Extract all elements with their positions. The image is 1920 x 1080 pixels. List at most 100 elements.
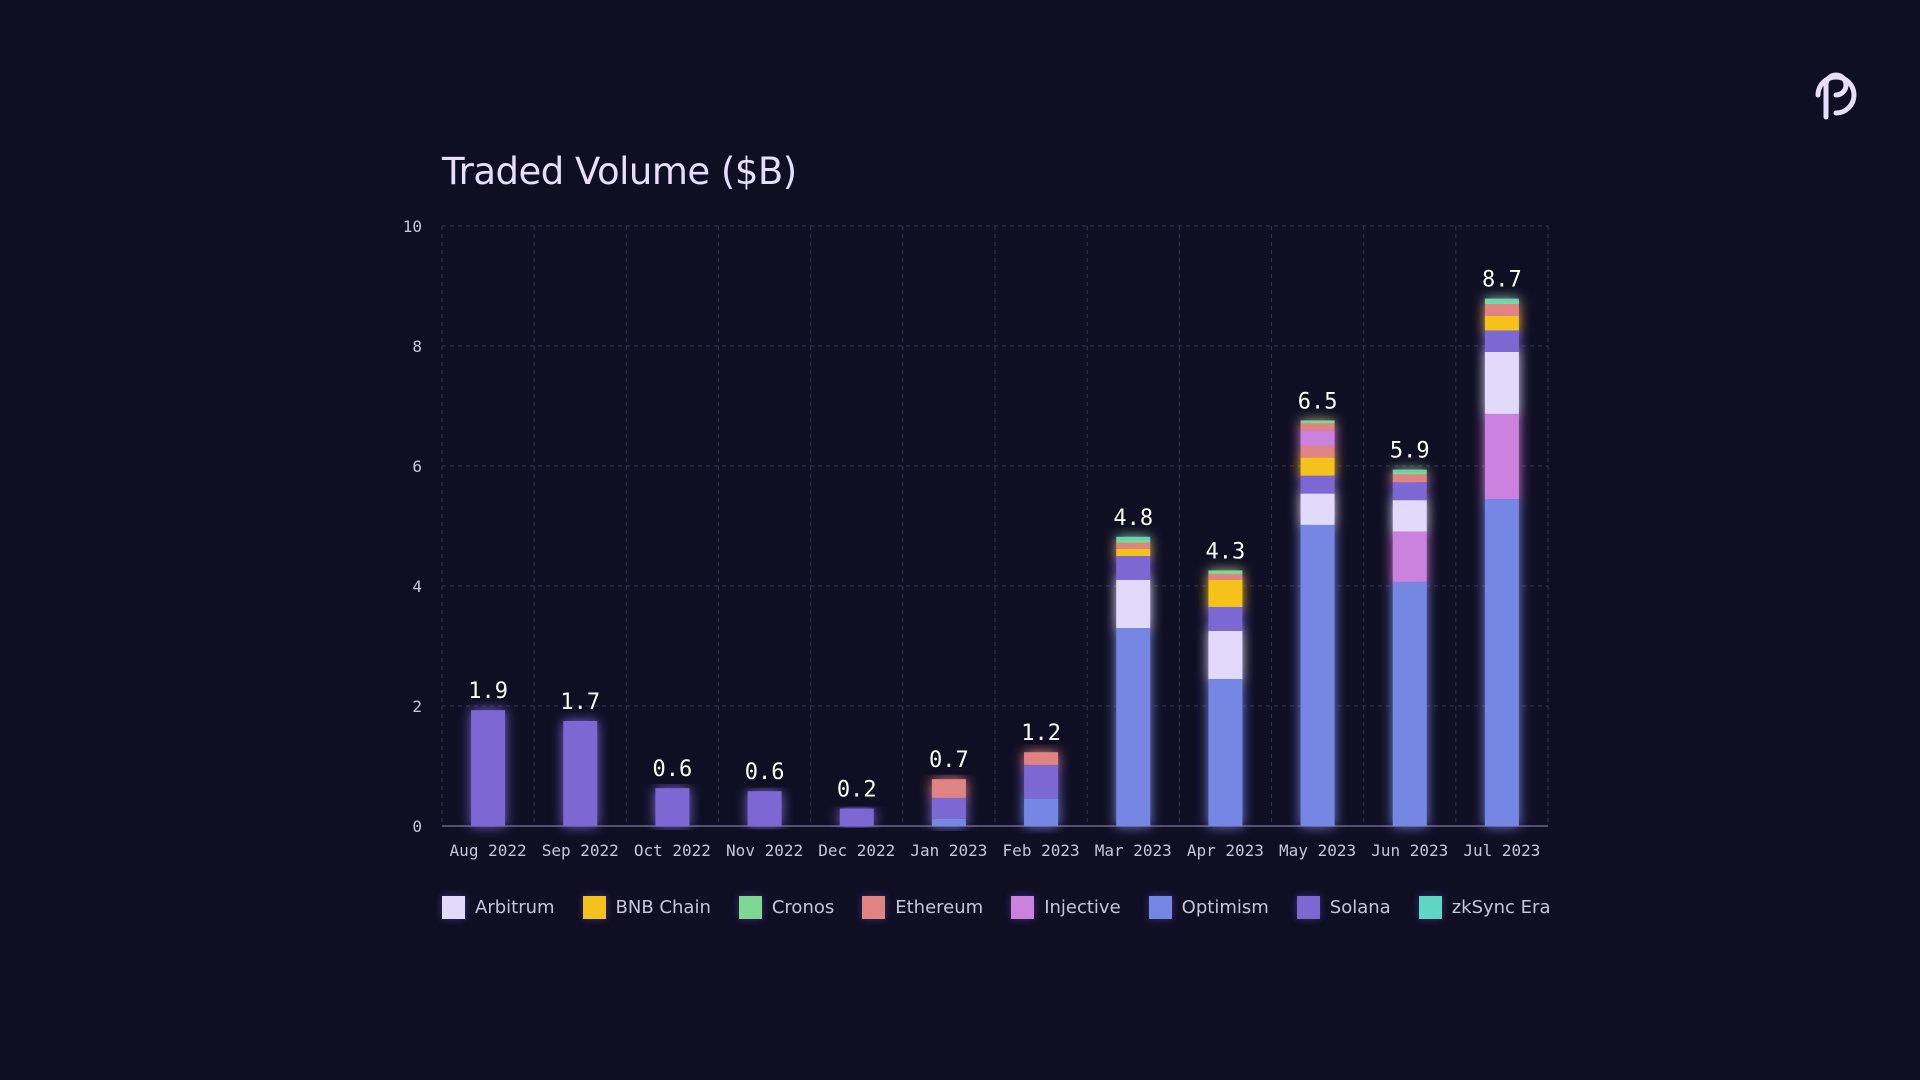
bar-segment <box>1208 570 1243 574</box>
bar-segment <box>1484 352 1519 414</box>
bar-segment <box>1484 499 1519 826</box>
bar-segment <box>1300 430 1335 446</box>
bar-segment <box>1392 469 1427 472</box>
legend-item: Injective <box>1011 895 1121 919</box>
bar-stack <box>931 779 966 826</box>
bar-segment <box>1300 457 1335 476</box>
bar-segment <box>655 788 690 826</box>
bar-segment <box>1392 482 1427 501</box>
legend-label: zkSync Era <box>1451 896 1551 918</box>
legend-swatch <box>1296 895 1320 919</box>
y-tick-label: 0 <box>412 817 422 836</box>
bar-segment <box>1484 304 1519 316</box>
legend-label: Optimism <box>1181 896 1269 918</box>
bar-stack <box>1300 420 1335 826</box>
bar-segment <box>1116 536 1151 540</box>
legend-label: Injective <box>1044 896 1121 918</box>
x-tick-label: Jul 2023 <box>1463 841 1540 860</box>
legend-item: Arbitrum <box>442 895 555 919</box>
bar-stack <box>1116 536 1151 826</box>
data-label: 0.7 <box>929 748 969 773</box>
chart-title: Traded Volume ($B) <box>442 150 797 193</box>
bar-segment <box>1300 445 1335 458</box>
bar-segment <box>1484 316 1519 331</box>
legend-item: zkSync Era <box>1418 895 1551 919</box>
y-tick-label: 8 <box>412 337 422 356</box>
bar-segment <box>1208 574 1243 580</box>
data-label: 4.8 <box>1113 506 1153 531</box>
bar-segment <box>1300 423 1335 431</box>
data-label: 8.7 <box>1482 268 1522 293</box>
bar-stack <box>839 808 874 826</box>
legend-swatch <box>582 895 606 919</box>
bar-segment <box>1024 799 1059 826</box>
bar-segment <box>563 721 598 826</box>
legend-label: Solana <box>1329 896 1391 918</box>
legend-swatch <box>738 895 762 919</box>
x-tick-label: Mar 2023 <box>1095 841 1172 860</box>
bar-segment <box>1392 581 1427 826</box>
y-tick-label: 2 <box>412 697 422 716</box>
legend-swatch <box>1148 895 1172 919</box>
bar-segment <box>1392 474 1427 483</box>
bar-stack <box>747 791 782 826</box>
x-tick-label: Oct 2022 <box>634 841 711 860</box>
bar-stack <box>563 721 598 826</box>
bar-segment <box>931 797 966 819</box>
x-tick-label: Jun 2023 <box>1371 841 1448 860</box>
data-label: 0.6 <box>745 760 785 785</box>
data-label: 1.9 <box>468 679 508 704</box>
y-tick-label: 6 <box>412 457 422 476</box>
x-tick-label: Feb 2023 <box>1003 841 1080 860</box>
chart-legend: Arbitrum BNB Chain Cronos Ethereum Injective… <box>442 893 1578 921</box>
x-tick-label: Jan 2023 <box>910 841 987 860</box>
bar-segment <box>1484 330 1519 352</box>
pyth-logo-icon <box>1815 72 1857 120</box>
bar-segment <box>1392 471 1427 475</box>
x-tick-label: Aug 2022 <box>450 841 527 860</box>
bar-segment <box>839 808 874 826</box>
bar-segment <box>1300 420 1335 424</box>
bar-stack <box>655 788 690 826</box>
bar-segment <box>1116 580 1151 628</box>
legend-label: Arbitrum <box>475 896 555 918</box>
legend-item: BNB Chain <box>582 895 711 919</box>
bar-segment <box>1300 524 1335 826</box>
legend-label: Ethereum <box>895 896 984 918</box>
bar-segment <box>1484 298 1519 301</box>
data-label: 0.6 <box>653 757 693 782</box>
x-tick-label: Nov 2022 <box>726 841 803 860</box>
bar-segment <box>1024 752 1059 765</box>
bar-stack <box>471 710 506 826</box>
x-tick-label: Dec 2022 <box>818 841 895 860</box>
y-tick-label: 10 <box>403 217 422 236</box>
bar-stack <box>1208 570 1243 826</box>
bar-segment <box>931 818 966 826</box>
legend-swatch <box>862 895 886 919</box>
x-tick-label: May 2023 <box>1279 841 1356 860</box>
bar-segment <box>1300 493 1335 525</box>
data-label: 6.5 <box>1298 389 1338 414</box>
data-label: 4.3 <box>1206 539 1246 564</box>
bar-segment <box>1208 631 1243 679</box>
bar-segment <box>1484 413 1519 499</box>
bar-segment <box>1300 475 1335 494</box>
legend-item: Optimism <box>1148 895 1269 919</box>
bar-segment <box>1484 301 1519 304</box>
bar-segment <box>747 791 782 826</box>
legend-swatch <box>442 895 465 919</box>
bar-segment <box>1116 556 1151 580</box>
bar-segment <box>1116 628 1151 826</box>
legend-item: Ethereum <box>862 895 984 919</box>
bar-segment <box>1116 548 1151 556</box>
bar-stack <box>1024 752 1059 826</box>
legend-swatch <box>1011 895 1035 919</box>
data-label: 1.7 <box>560 690 600 715</box>
bar-segment <box>1392 531 1427 582</box>
bar-segment <box>1208 679 1243 826</box>
legend-item: Cronos <box>738 895 834 919</box>
data-label: 1.2 <box>1021 721 1061 746</box>
bar-segment <box>1024 764 1059 799</box>
bar-segment <box>1116 539 1151 543</box>
